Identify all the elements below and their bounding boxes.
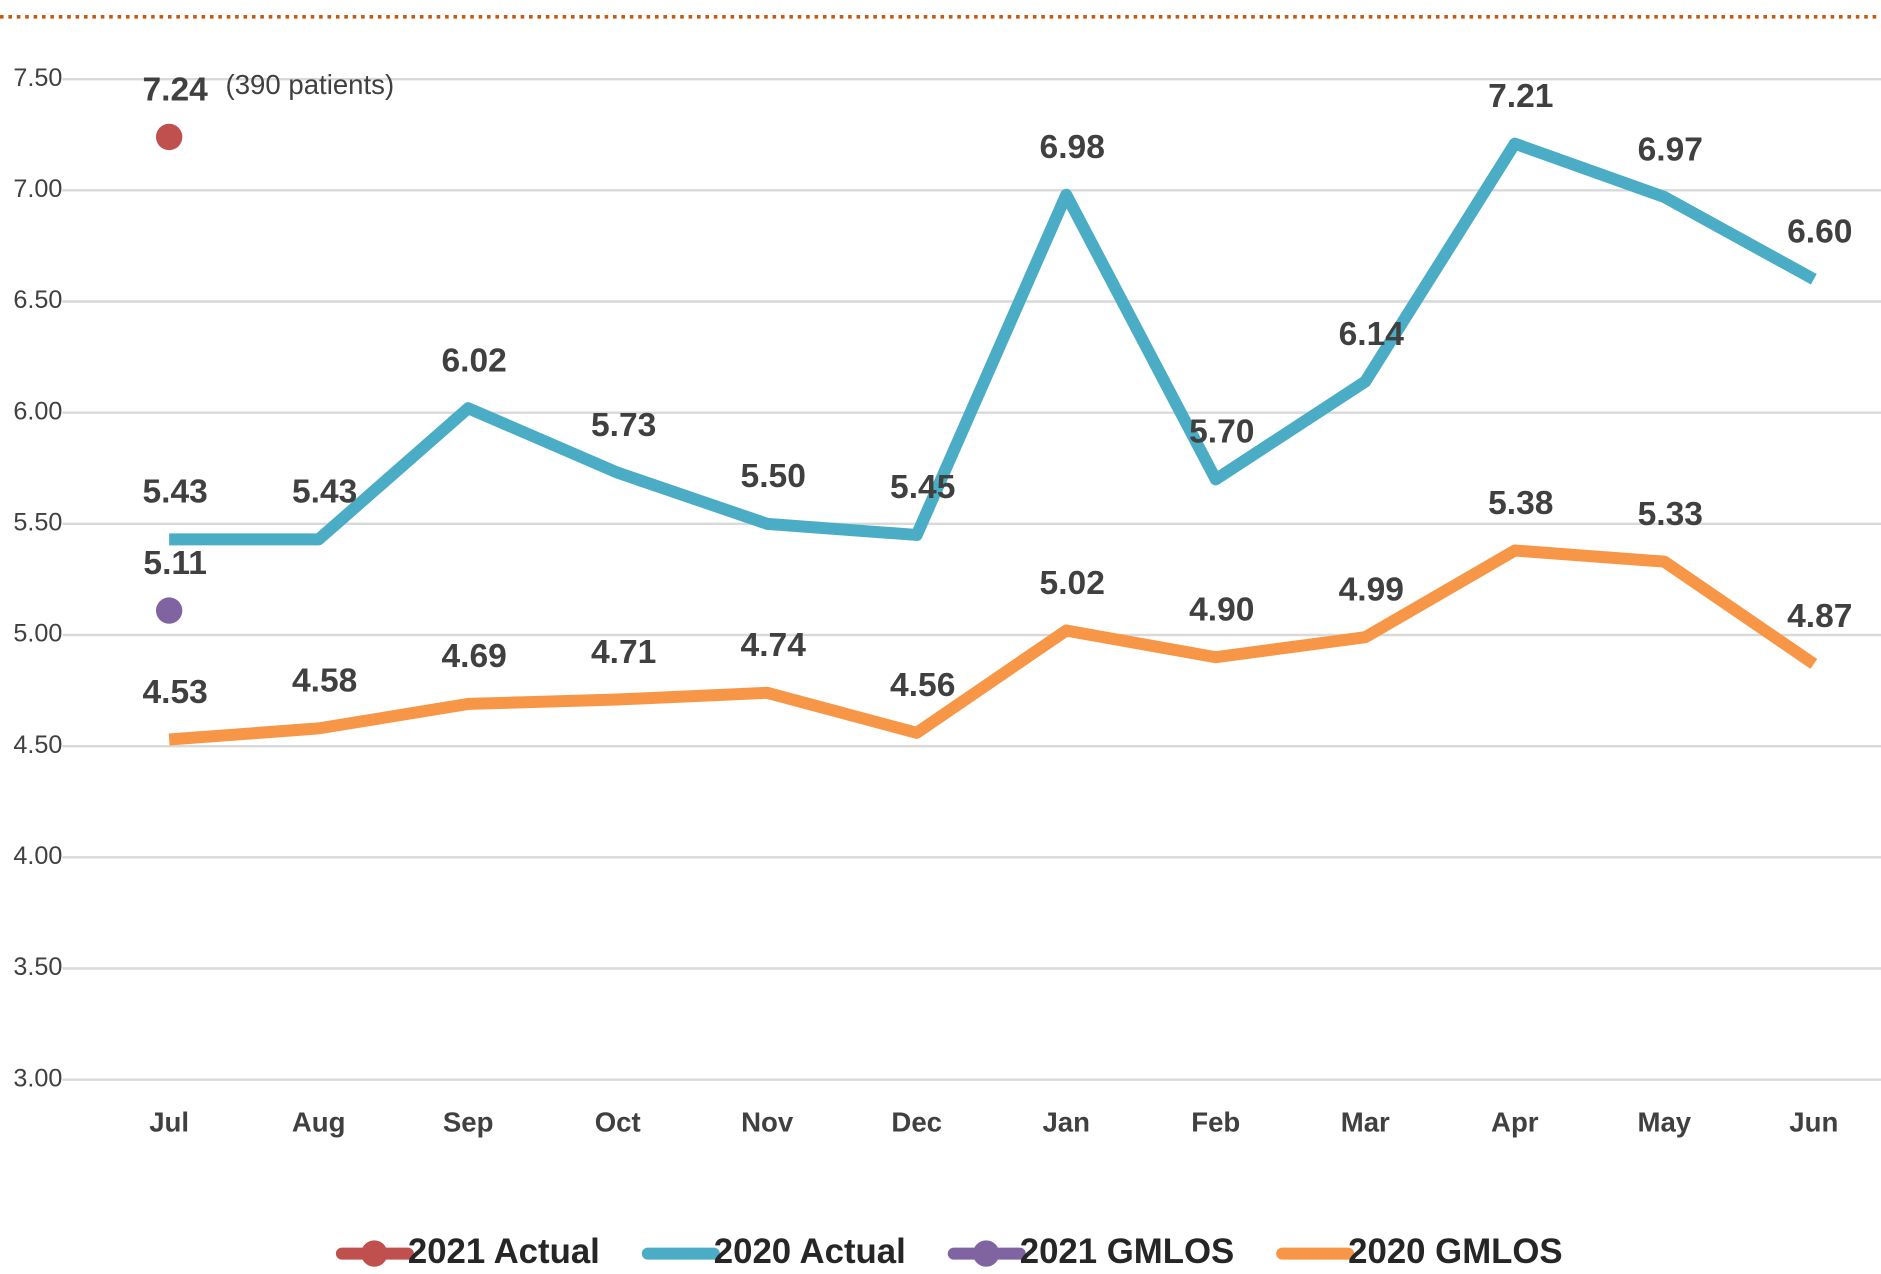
series-line [169,137,1817,546]
value-label: 5.43 [142,474,207,511]
value-label: 4.74 [741,627,807,664]
x-tick-label: Jan [1042,1106,1090,1137]
value-label: 6.02 [441,343,506,380]
annotation: (390 patients) [226,69,395,100]
y-tick-label: 6.00 [13,397,62,425]
y-tick-label: 3.50 [13,953,62,981]
series-marker [155,123,183,151]
legend-label: 2020 GMLOS [1348,1233,1562,1271]
legend-marker [361,1240,388,1267]
x-tick-label: Dec [891,1106,942,1137]
y-tick-label: 7.00 [13,175,62,203]
value-label: 4.87 [1787,598,1852,635]
legend-label: 2020 Actual [714,1233,906,1271]
value-label: 5.45 [890,469,955,506]
x-tick-label: Oct [595,1106,641,1137]
value-label: 4.71 [591,634,656,671]
x-tick-label: Sep [443,1106,494,1137]
value-label: 5.02 [1040,565,1105,602]
value-label: 4.56 [890,667,955,704]
value-label: 6.98 [1040,129,1105,166]
value-label: 6.97 [1638,131,1703,168]
legend-marker [972,1240,1000,1267]
x-tick-label: May [1637,1106,1691,1137]
x-tick-label: Aug [292,1106,346,1137]
value-label: 7.24 [142,71,208,108]
y-tick-label: 4.50 [13,731,62,759]
x-tick-label: Apr [1491,1106,1539,1137]
value-label: 4.58 [292,663,357,700]
series-line [168,544,1818,746]
y-tick-label: 6.50 [13,286,62,314]
value-label: 5.73 [591,407,656,444]
value-label: 5.43 [292,474,357,511]
value-label: 5.38 [1488,485,1553,522]
x-tick-label: Nov [741,1106,794,1137]
value-label: 4.99 [1339,572,1404,609]
value-label: 4.53 [142,674,207,711]
value-label: 7.21 [1488,78,1553,115]
value-label: 6.60 [1787,214,1852,251]
value-label: 5.70 [1189,414,1254,451]
series-marker [155,597,183,624]
x-tick-label: Mar [1341,1106,1390,1137]
value-label: 5.11 [143,545,206,582]
value-label: 5.33 [1638,496,1703,533]
y-tick-label: 5.50 [13,508,62,536]
x-tick-label: Feb [1191,1106,1240,1137]
value-label: 4.69 [441,638,506,675]
value-label: 5.50 [741,458,806,495]
y-tick-label: 4.00 [13,842,62,870]
y-tick-label: 5.00 [13,620,62,648]
y-tick-label: 3.00 [13,1064,62,1092]
legend-label: 2021 GMLOS [1020,1233,1234,1271]
legend-label: 2021 Actual [408,1233,600,1271]
value-label: 6.14 [1339,316,1405,353]
value-label: 4.90 [1189,592,1254,629]
x-tick-label: Jul [149,1106,189,1137]
x-tick-label: Jun [1789,1106,1838,1137]
y-tick-label: 7.50 [13,64,62,92]
